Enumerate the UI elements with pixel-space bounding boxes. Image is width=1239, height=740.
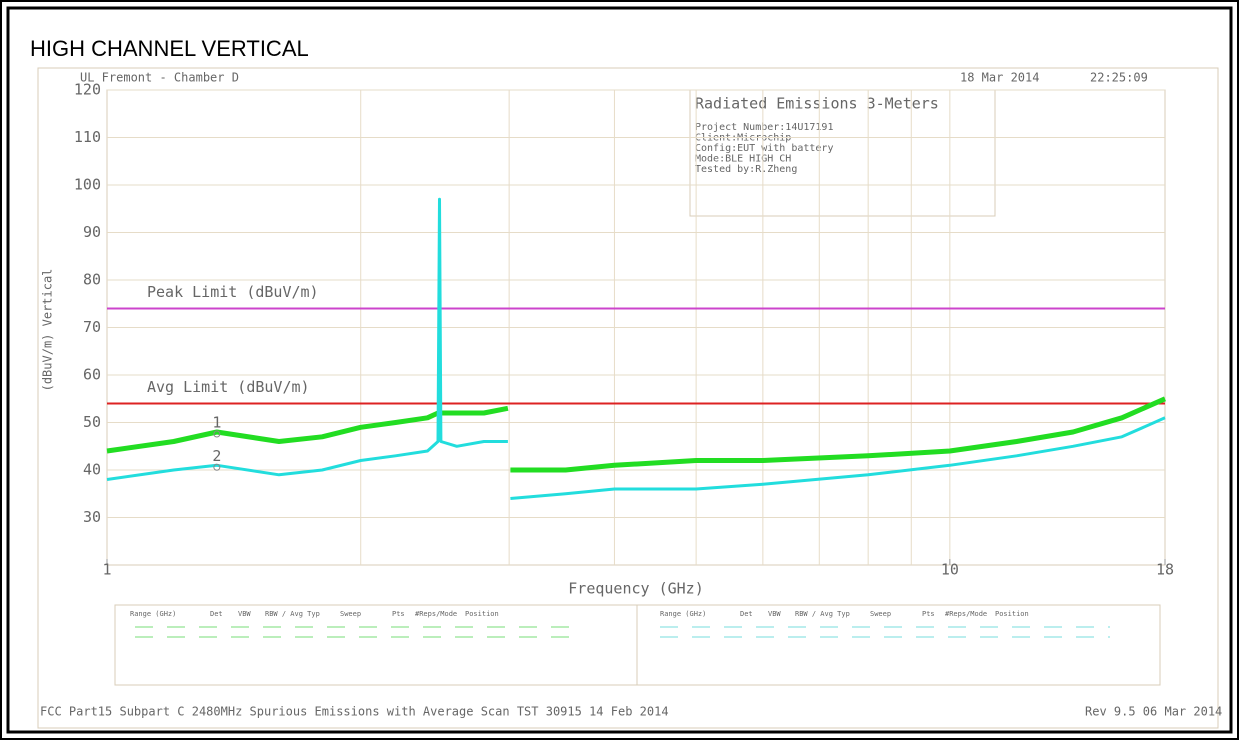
y-tick-label: 120 <box>74 81 101 99</box>
y-tick-label: 100 <box>74 176 101 194</box>
limit-label: Avg Limit (dBuV/m) <box>147 378 310 396</box>
table-header: Range (GHz) <box>660 610 706 618</box>
range-rows <box>135 626 1110 638</box>
marker <box>213 430 221 438</box>
table-header: Pts <box>922 610 935 618</box>
y-tick-label: 70 <box>83 318 101 336</box>
trace <box>106 396 1167 473</box>
footer-right: Rev 9.5 06 Mar 2014 <box>1085 705 1222 719</box>
y-tick-label: 40 <box>83 461 101 479</box>
marker <box>213 463 221 471</box>
date: 18 Mar 2014 <box>960 71 1039 85</box>
plot-frame <box>37 67 1219 729</box>
table-header: RBW / Avg Typ <box>265 610 320 618</box>
y-axis-label: (dBuV/m) Vertical <box>41 269 55 392</box>
table-header: #Reps/Mode <box>415 610 457 618</box>
marker-label: 2 <box>212 447 221 465</box>
limit-label: Peak Limit (dBuV/m) <box>147 283 319 301</box>
heading: HIGH CHANNEL VERTICAL <box>30 36 309 61</box>
inner-border <box>6 6 1233 734</box>
time: 22:25:09 <box>1090 71 1148 85</box>
table-header: Sweep <box>340 610 361 618</box>
table-header: RBW / Avg Typ <box>795 610 850 618</box>
info-box <box>689 89 996 217</box>
y-tick-label: 110 <box>74 128 101 146</box>
footer-left: FCC Part15 Subpart C 2480MHz Spurious Em… <box>40 705 669 719</box>
y-tick-label: 80 <box>83 271 101 289</box>
table-header: VBW <box>768 610 781 618</box>
table-header: Position <box>995 610 1029 618</box>
site: UL Fremont - Chamber D <box>80 71 239 85</box>
x-tick-label: 1 <box>102 561 111 579</box>
table-header: Det <box>740 610 753 618</box>
range-headers: Range (GHz) Det VBW RBW / Avg Typ Sweep Pts #R… <box>130 610 1029 618</box>
y-tick-label: 30 <box>83 508 101 526</box>
x-tick-label: 10 <box>941 561 959 579</box>
y-tick-label: 90 <box>83 223 101 241</box>
info-title: Radiated Emissions 3-Meters <box>695 95 939 113</box>
info-line: Config:EUT with battery <box>695 143 833 154</box>
info-line: Tested by:R.Zheng <box>695 164 797 175</box>
table-header: #Reps/Mode <box>945 610 987 618</box>
info-line: Mode:BLE HIGH CH <box>695 154 791 165</box>
table-header: Det <box>210 610 223 618</box>
x-axis-label: Frequency (GHz) <box>568 580 703 598</box>
trace <box>106 197 1166 500</box>
table-header: Position <box>465 610 499 618</box>
table-header: Range (GHz) <box>130 610 176 618</box>
table-header: Pts <box>392 610 405 618</box>
marker-label: 1 <box>212 414 221 432</box>
y-tick-label: 60 <box>83 366 101 384</box>
info-line: Project Number:14U17191 <box>695 122 833 133</box>
y-tick-label: 50 <box>83 413 101 431</box>
table-header: Sweep <box>870 610 891 618</box>
x-tick-label: 18 <box>1156 561 1174 579</box>
table-header: VBW <box>238 610 251 618</box>
